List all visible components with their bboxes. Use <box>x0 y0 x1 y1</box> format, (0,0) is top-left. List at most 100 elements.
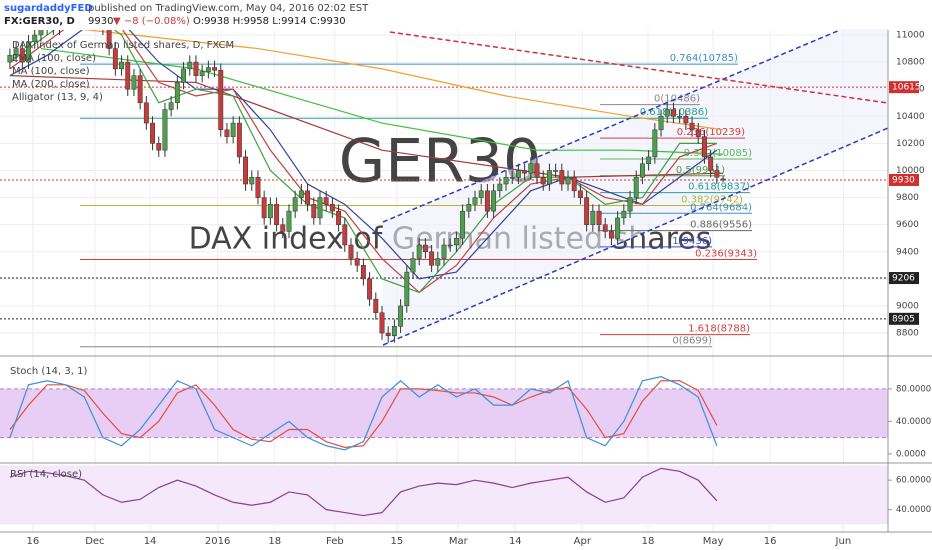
candle-body <box>670 109 676 117</box>
y-tick-label: 11000 <box>896 31 925 41</box>
fib-label: 0.764(10785) <box>670 53 738 64</box>
candle-body <box>236 122 242 158</box>
candle-body <box>447 244 453 247</box>
candle-body <box>646 156 652 164</box>
candle-body <box>577 190 583 198</box>
y-tick-label: 9400 <box>896 247 919 257</box>
candle-body <box>627 197 633 212</box>
candle-body <box>243 156 249 185</box>
alligator-line <box>9 30 718 294</box>
price-tag-label: 9206 <box>892 274 915 284</box>
legend: EMA (100, close) MA (100, close) MA (200, … <box>12 53 103 103</box>
price-tag-label: 10615 <box>892 83 921 93</box>
candle-body <box>323 197 329 205</box>
stoch-d <box>9 380 718 448</box>
candle-body <box>19 48 25 63</box>
candle-body <box>689 122 695 131</box>
price-tag-label: 8905 <box>892 314 915 324</box>
candle-body <box>571 177 577 192</box>
price-tag <box>889 272 919 285</box>
fib-label: 0.382(9742) <box>681 194 743 205</box>
fib-label: 0(8699) <box>672 336 712 347</box>
candle-body <box>422 244 428 253</box>
candle-body <box>453 237 459 246</box>
channel-lower <box>382 127 888 346</box>
candle-body <box>528 163 534 174</box>
candle-body <box>367 278 373 300</box>
candle-body <box>714 170 720 178</box>
candle-body <box>162 109 168 151</box>
last-price: 9930 <box>88 16 113 27</box>
x-tick-label: 18 <box>268 536 281 547</box>
candle-body <box>590 210 596 225</box>
author: sugardaddyFED <box>4 3 93 14</box>
candle-body <box>255 177 261 198</box>
candle-body <box>224 129 230 137</box>
candle-body <box>652 129 658 158</box>
candle-body <box>503 177 509 185</box>
candle-body <box>193 61 199 76</box>
fib-label: 0.764(9684) <box>690 202 752 213</box>
fib-label: 0.5(9961) <box>676 165 725 176</box>
candle-body <box>379 312 385 334</box>
candle-body <box>360 265 366 280</box>
candle-body <box>658 116 664 131</box>
x-tick-label: 18 <box>642 536 655 547</box>
candle-body <box>280 224 286 232</box>
drawings <box>382 30 888 346</box>
candle-body <box>466 204 472 212</box>
candle-body <box>156 143 162 151</box>
fib-label: 1.618(8788) <box>688 324 750 335</box>
x-tick-label: 14 <box>144 536 157 547</box>
candle-body <box>522 170 528 174</box>
y-tick-label: 10000 <box>896 166 925 176</box>
legend-entry: EMA (100, close) <box>12 53 96 64</box>
fib-label: 0(10486) <box>654 94 700 105</box>
candle-body <box>150 122 155 144</box>
candle-body <box>534 163 540 178</box>
candle-body <box>472 197 478 205</box>
candle-body <box>119 61 124 70</box>
x-tick-label: 2016 <box>205 536 230 547</box>
published: published on TradingView.com, May 04, 20… <box>88 3 369 14</box>
symbol: FX:GER30, D <box>4 16 75 27</box>
candle-body <box>329 204 335 212</box>
price-tag <box>889 81 919 94</box>
candle-body <box>7 55 13 63</box>
legend-entry: MA (100, close) <box>12 66 90 77</box>
y-tick-label: 10800 <box>896 58 925 68</box>
candle-body <box>218 69 224 131</box>
y-tick-label: 40.0000 <box>896 417 931 427</box>
candle-body <box>391 326 397 337</box>
stoch-band <box>0 388 888 438</box>
candle-body <box>106 30 112 49</box>
fib-label: 0.886(9556) <box>690 220 752 231</box>
candle-body <box>199 71 205 76</box>
candle-body <box>32 34 38 43</box>
candle-body <box>540 177 546 185</box>
candle-body <box>348 244 354 259</box>
header-bg <box>0 0 932 29</box>
rsi-panel <box>0 465 888 525</box>
x-tick-label: Mar <box>449 536 469 547</box>
x-tick-label: 16 <box>26 536 39 547</box>
candle-body <box>435 258 441 266</box>
rsi-line <box>9 467 718 517</box>
candle-body <box>125 61 131 90</box>
price-tag <box>889 312 919 325</box>
y-tick-label: 10400 <box>896 112 925 122</box>
x-tick-label: Apr <box>574 536 592 547</box>
fib-label: 0.618(9837) <box>688 182 750 193</box>
candle-body <box>373 298 379 313</box>
candle-body <box>274 204 280 225</box>
x-tick-label: 16 <box>764 536 777 547</box>
candle-body <box>311 204 317 219</box>
x-tick-label: May <box>703 536 724 547</box>
candle-body <box>174 82 180 103</box>
candle-body <box>131 75 137 90</box>
candle-body <box>230 122 236 137</box>
candle-body <box>26 41 31 63</box>
candle-body <box>509 177 515 179</box>
candle-body <box>385 332 391 337</box>
